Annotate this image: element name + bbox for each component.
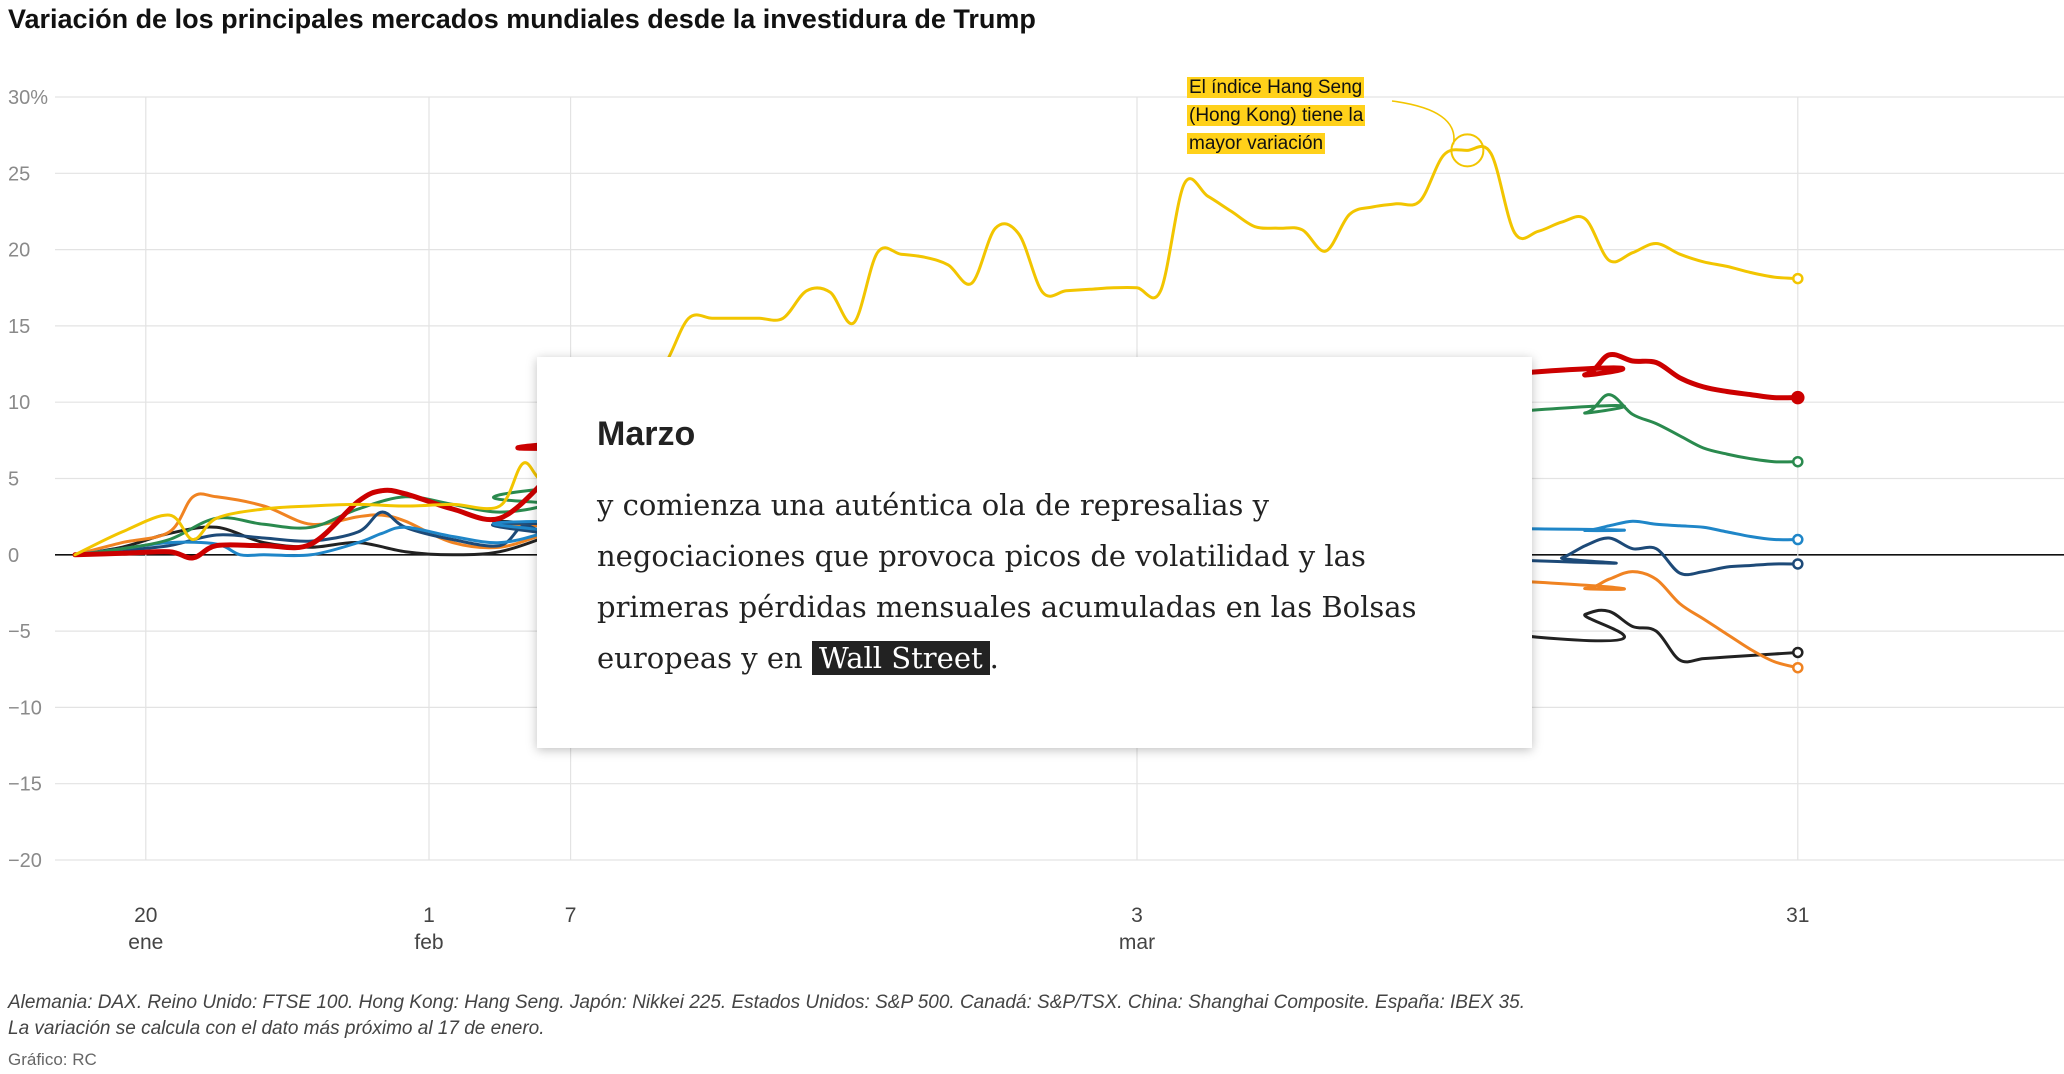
series-end-marker <box>1792 272 1804 285</box>
x-axis: 20 ene 1 feb 7 3 mar 31 <box>128 904 1809 954</box>
y-axis: 30% 25 20 15 10 5 0 −5 −10 −15 −20 <box>8 87 48 872</box>
card-text: y comienza una auténtica ola de represal… <box>597 480 1472 684</box>
annotation-line-2: (Hong Kong) tiene la <box>1187 105 1366 126</box>
chart-title: Variación de los principales mercados mu… <box>8 4 1036 34</box>
y-tick-label: −5 <box>8 621 31 643</box>
series-end-marker <box>1792 646 1804 659</box>
y-tick-label: 20 <box>8 240 30 262</box>
annotation-shapes <box>1391 100 1485 168</box>
series-end-marker <box>1791 390 1805 405</box>
y-tick-label: −10 <box>8 697 42 719</box>
x-tick-label: 31 <box>1786 904 1809 927</box>
y-tick-label: −15 <box>8 774 42 796</box>
notes-line-2: La variación se calcula con el dato más … <box>8 1018 545 1039</box>
x-tick-sublabel: mar <box>1119 931 1155 954</box>
x-tick-label: 20 <box>134 904 157 927</box>
y-tick-label: 5 <box>8 469 19 491</box>
hang-seng-annotation: El índice Hang Seng (Hong Kong) tiene la… <box>1187 74 1366 158</box>
card-text-body: y comienza una auténtica ola de represal… <box>597 488 1417 675</box>
series-espa-a-ibex-35 <box>72 351 1805 561</box>
annotation-line-1: El índice Hang Seng <box>1187 77 1365 98</box>
scrolly-text-card: Marzo y comienza una auténtica ola de re… <box>537 357 1532 748</box>
x-tick-label: 7 <box>565 904 577 927</box>
notes-line-1: Alemania: DAX. Reino Unido: FTSE 100. Ho… <box>8 992 1526 1013</box>
chart-source: Gráfico: RC <box>8 1050 97 1069</box>
annotation-line-3: mayor variación <box>1187 133 1326 154</box>
series-end-marker <box>1792 661 1804 674</box>
y-tick-label: 25 <box>8 163 30 185</box>
wall-street-highlight: Wall Street <box>811 641 990 675</box>
annotation-ring <box>1450 133 1485 168</box>
series-end-marker <box>1792 558 1804 570</box>
series-line <box>73 144 1800 557</box>
x-tick-label: 1 <box>423 904 435 927</box>
y-tick-label: 10 <box>8 392 30 414</box>
x-tick-label: 3 <box>1131 904 1143 927</box>
y-tick-label: −20 <box>8 850 42 872</box>
y-tick-label: 0 <box>8 545 19 567</box>
card-text-end: . <box>989 641 999 675</box>
x-tick-sublabel: feb <box>414 931 443 954</box>
annotation-leader-line <box>1391 100 1455 145</box>
y-tick-label: 30% <box>8 87 48 109</box>
series-hang-seng <box>73 144 1804 557</box>
y-tick-label: 15 <box>8 316 30 338</box>
series-end-marker <box>1792 455 1804 468</box>
card-title: Marzo <box>597 415 696 453</box>
series-line <box>72 351 1801 561</box>
x-tick-sublabel: ene <box>128 931 163 954</box>
chart-notes: Alemania: DAX. Reino Unido: FTSE 100. Ho… <box>8 990 1525 1042</box>
series-end-marker <box>1792 533 1804 546</box>
